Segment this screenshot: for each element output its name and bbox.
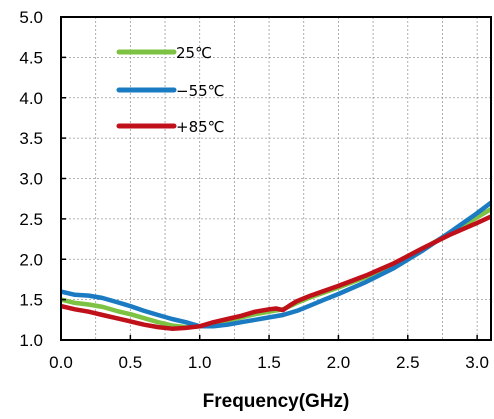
legend-label-3: +85℃ — [176, 118, 225, 136]
y-tick-label: 1.0 — [19, 331, 43, 350]
y-tick-label: 4.5 — [19, 48, 43, 67]
x-tick-labels: 0.0 0.5 1.0 1.5 2.0 2.5 3.0 — [49, 353, 489, 372]
x-tick-label: 3.0 — [465, 353, 489, 372]
series-lines — [61, 200, 491, 331]
series-line-3 — [61, 214, 491, 331]
y-tick-label: 3.0 — [19, 170, 43, 189]
y-tick-label: 2.0 — [19, 250, 43, 269]
legend-label-2: −55℃ — [176, 82, 225, 100]
y-tick-label: 3.5 — [19, 129, 43, 148]
x-axis-title: Frequency(GHz) — [203, 391, 350, 412]
x-tick-label: 1.5 — [257, 353, 281, 372]
y-tick-label: 1.5 — [19, 291, 43, 310]
y-tick-label: 4.0 — [19, 89, 43, 108]
x-tick-label: 0.0 — [49, 353, 73, 372]
y-tick-label: 2.5 — [19, 210, 43, 229]
x-tick-label: 2.5 — [396, 353, 420, 372]
x-tick-label: 1.0 — [188, 353, 212, 372]
legend-label-1: 25℃ — [176, 44, 212, 62]
series-line-2 — [61, 200, 491, 329]
y-tick-labels: 1.0 1.5 2.0 2.5 3.0 3.5 4.0 4.5 5.0 — [19, 8, 43, 350]
x-tick-label: 2.0 — [327, 353, 351, 372]
y-tick-label: 5.0 — [19, 8, 43, 27]
ticks — [60, 16, 478, 341]
x-tick-label: 0.5 — [119, 353, 143, 372]
grid — [61, 17, 491, 340]
legend: 25℃ −55℃ +85℃ — [116, 44, 225, 136]
